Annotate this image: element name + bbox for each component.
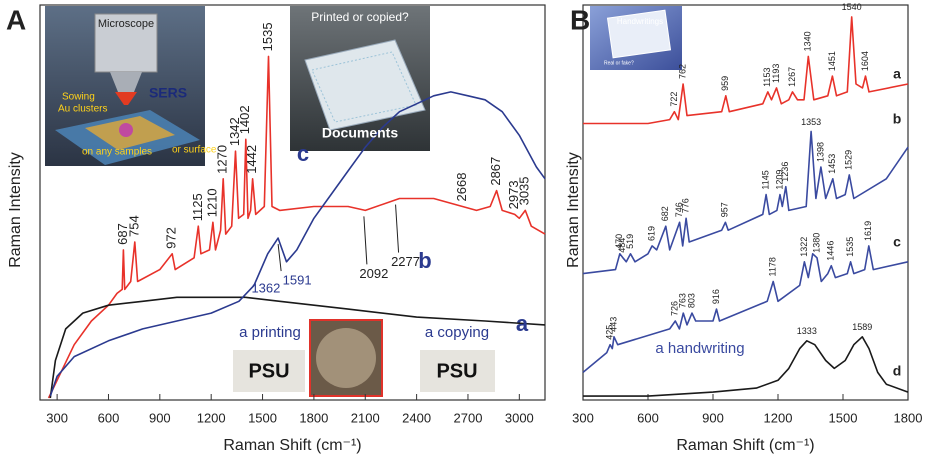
peak-label: 1442: [244, 145, 259, 174]
peak-label: 1604: [860, 51, 870, 71]
x-tick-label: 900: [702, 410, 724, 425]
inset-text: Real or fake?: [604, 60, 634, 66]
inset-text: a handwriting: [655, 340, 744, 357]
spectrum: [583, 246, 908, 373]
x-axis-title: Raman Shift (cm⁻¹): [223, 437, 361, 454]
peak-label: 1145: [760, 170, 770, 189]
series-label: a: [516, 311, 529, 336]
series-label: b: [418, 248, 431, 273]
peak-note: 1591: [283, 272, 312, 287]
y-axis-title: Raman Intensity: [565, 152, 582, 268]
series-label: d: [893, 363, 902, 379]
peak-label: 776: [681, 198, 691, 213]
inset-text: PSU: [248, 360, 289, 382]
peak-label: 1446: [826, 241, 836, 261]
peak-label: 1619: [863, 221, 873, 241]
figure: 300 600 900 1200 1500 1800 2100 2400 2700 3000 Ram…: [0, 0, 931, 466]
peak-label: 1267: [787, 67, 797, 87]
peak-label: 1322: [799, 237, 809, 257]
x-axis-title: Raman Shift (cm⁻¹): [676, 437, 814, 454]
peak-label: 1402: [237, 105, 252, 134]
peak-label: 1270: [215, 145, 230, 174]
note-arrow: [364, 216, 367, 264]
peak-label: 2867: [488, 157, 503, 186]
inset-text: a copying: [425, 324, 489, 341]
peak-note: 1362: [251, 281, 280, 296]
inset-text: or surface: [172, 145, 217, 156]
peak-label: 682: [660, 206, 670, 221]
peak-label: 619: [646, 226, 656, 241]
peak-label: 754: [126, 215, 141, 237]
peak-label: 722: [669, 92, 679, 107]
peak-label: 1380: [811, 233, 821, 253]
x-tick-label: 900: [149, 410, 171, 425]
peak-label: 1398: [815, 142, 825, 162]
x-tick-label: 2100: [351, 410, 380, 425]
x-tick-label: 300: [572, 410, 594, 425]
peak-note: 2092: [359, 266, 388, 281]
peak-label: 443: [608, 317, 618, 332]
peak-label: 1210: [204, 188, 219, 217]
inset-text: Documents: [322, 125, 398, 141]
peak-label: 1535: [845, 237, 855, 257]
panel-label: B: [570, 4, 590, 35]
series-label: b: [893, 111, 902, 127]
peak-note: 1589: [852, 322, 872, 332]
peak-label: 1125: [190, 193, 205, 221]
inset-text: SERS: [149, 85, 187, 101]
peak-note: 2277: [391, 254, 420, 269]
note-arrow: [278, 244, 281, 271]
y-axis-title: Raman Intensity: [7, 152, 24, 268]
peak-label: 959: [720, 76, 730, 91]
peak-label: 1340: [803, 31, 813, 51]
peak-label: 803: [686, 293, 696, 308]
x-tick-label: 2700: [454, 410, 483, 425]
x-tick-label: 1200: [764, 410, 793, 425]
x-tick-label: 300: [46, 410, 68, 425]
x-tick-label: 600: [98, 410, 120, 425]
spectrum: [583, 337, 908, 396]
peak-label: 1529: [844, 150, 854, 170]
peak-label: 1535: [260, 22, 275, 51]
panel-label: A: [6, 4, 26, 35]
peak-label: 3035: [517, 176, 532, 205]
peak-note: 1333: [797, 326, 817, 336]
inset-text: Handwritings: [617, 17, 663, 26]
peak-label: 957: [720, 202, 730, 217]
peak-label: 1178: [768, 257, 778, 276]
spectrum: [583, 131, 908, 273]
peak-note: 1540: [842, 2, 862, 12]
x-tick-label: 1800: [299, 410, 328, 425]
x-tick-label: 600: [637, 410, 659, 425]
peak-label: 1451: [827, 51, 837, 71]
peak-label: 1193: [771, 64, 781, 83]
series-label: a: [893, 66, 901, 82]
inset-text: Printed or copied?: [311, 10, 409, 24]
peak-label: 1236: [780, 162, 790, 182]
peak-label: 762: [677, 64, 687, 79]
note-arrow: [396, 205, 399, 253]
series-label: c: [297, 141, 309, 166]
peak-label: 1453: [827, 154, 837, 174]
peak-label: 2668: [454, 173, 469, 202]
peak-label: 916: [711, 289, 721, 304]
series-label: c: [893, 234, 901, 250]
x-tick-label: 1500: [829, 410, 858, 425]
peak-label: 519: [625, 234, 635, 249]
x-tick-label: 1500: [248, 410, 277, 425]
inset-text: a printing: [239, 324, 301, 341]
inset-text: PSU: [436, 360, 477, 382]
inset-text: Microscope: [98, 18, 154, 30]
x-tick-label: 1200: [197, 410, 226, 425]
x-tick-label: 1800: [894, 410, 923, 425]
peak-note: 1353: [801, 117, 821, 127]
peak-label: 972: [164, 227, 179, 249]
inset-text: Sowing: [62, 92, 95, 103]
x-tick-label: 2400: [402, 410, 431, 425]
x-tick-label: 3000: [505, 410, 534, 425]
inset-text: Au clusters: [58, 104, 107, 115]
inset-text: on any samples: [82, 147, 152, 158]
